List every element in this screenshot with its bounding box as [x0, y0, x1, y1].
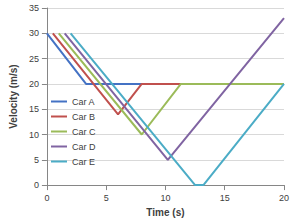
svg-text:30: 30: [29, 28, 39, 38]
svg-text:5: 5: [104, 193, 109, 203]
svg-text:25: 25: [29, 54, 39, 64]
svg-text:Time (s): Time (s): [146, 207, 184, 218]
svg-text:Car E: Car E: [72, 157, 95, 167]
svg-text:20: 20: [29, 79, 39, 89]
svg-text:Car B: Car B: [72, 112, 95, 122]
svg-text:10: 10: [160, 193, 170, 203]
svg-text:15: 15: [220, 193, 230, 203]
svg-text:20: 20: [279, 193, 289, 203]
svg-text:Velocity (m/s): Velocity (m/s): [8, 64, 19, 128]
svg-text:Car A: Car A: [72, 97, 95, 107]
svg-text:0: 0: [34, 180, 39, 190]
svg-text:15: 15: [29, 104, 39, 114]
svg-text:Car D: Car D: [72, 142, 96, 152]
svg-text:5: 5: [34, 155, 39, 165]
svg-text:Car C: Car C: [72, 127, 96, 137]
svg-text:0: 0: [44, 193, 49, 203]
svg-text:35: 35: [29, 3, 39, 13]
svg-text:10: 10: [29, 130, 39, 140]
